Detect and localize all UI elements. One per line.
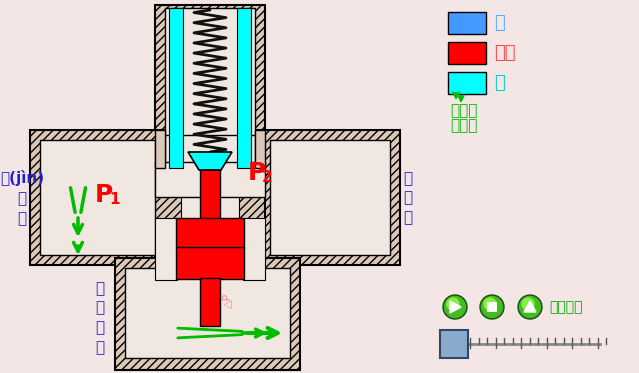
Bar: [125, 268, 290, 358]
Circle shape: [447, 298, 459, 310]
Bar: [176, 218, 244, 248]
Bar: [270, 140, 390, 255]
Circle shape: [520, 297, 541, 317]
Bar: [176, 247, 244, 279]
Text: 活塞: 活塞: [494, 44, 516, 62]
Bar: [175, 258, 240, 278]
Bar: [448, 12, 486, 34]
Bar: [165, 8, 255, 153]
Bar: [448, 42, 486, 64]
Circle shape: [482, 297, 502, 317]
Text: P: P: [248, 161, 266, 185]
Bar: [440, 330, 468, 358]
Circle shape: [445, 297, 465, 317]
Polygon shape: [524, 301, 536, 312]
Polygon shape: [255, 130, 265, 168]
Circle shape: [522, 298, 534, 310]
Bar: [30, 130, 400, 265]
Polygon shape: [155, 130, 165, 168]
Text: 液體流: 液體流: [450, 103, 477, 118]
Circle shape: [480, 295, 504, 319]
Text: P: P: [95, 183, 113, 207]
Bar: [243, 218, 265, 280]
Text: 返回上頁: 返回上頁: [549, 300, 583, 314]
Bar: [155, 5, 265, 155]
Text: 1: 1: [109, 192, 119, 207]
Bar: [200, 165, 220, 220]
Bar: [115, 258, 300, 370]
Bar: [155, 218, 177, 280]
Bar: [169, 8, 183, 168]
Bar: [237, 8, 251, 168]
Text: 閥: 閥: [494, 74, 505, 92]
Text: 油: 油: [494, 14, 505, 32]
Bar: [155, 162, 265, 197]
Bar: [181, 168, 239, 268]
Bar: [155, 168, 265, 265]
Circle shape: [484, 298, 496, 310]
Text: 動方向: 動方向: [450, 118, 477, 133]
Bar: [448, 72, 486, 94]
Polygon shape: [188, 152, 232, 170]
Bar: [40, 140, 155, 255]
Bar: [200, 278, 220, 326]
Bar: [165, 135, 255, 170]
Text: 出
油
口: 出 油 口: [403, 171, 413, 225]
Polygon shape: [450, 301, 461, 313]
Text: 控
制
油
路: 控 制 油 路: [95, 281, 105, 355]
Text: 進(jìn)
油
口: 進(jìn) 油 口: [0, 170, 44, 226]
Circle shape: [443, 295, 467, 319]
Text: 2: 2: [262, 170, 273, 185]
Bar: [487, 302, 497, 312]
Circle shape: [518, 295, 542, 319]
Text: △P: △P: [222, 292, 232, 308]
